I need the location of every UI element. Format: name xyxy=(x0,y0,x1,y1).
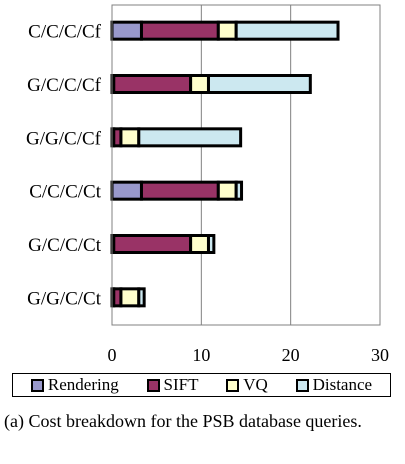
figure-caption: (a) Cost breakdown for the PSB database … xyxy=(4,411,362,431)
category-label: C/C/C/Ct xyxy=(29,182,102,203)
bar-segment-vq xyxy=(216,180,238,201)
category-label: G/C/C/Cf xyxy=(27,75,102,96)
legend-item-distance: Distance xyxy=(295,375,373,395)
bar-segment-vq xyxy=(216,20,238,41)
legend-label: VQ xyxy=(243,375,268,394)
category-labels: C/C/C/Cf G/C/C/Cf G/G/C/Cf C/C/C/Ct G/C/C/Ct… xyxy=(26,22,102,310)
bar-segment-sift xyxy=(112,74,193,94)
bar-segment-rendering xyxy=(110,180,143,201)
bar-segment-vq xyxy=(189,234,210,254)
bar-segment-distance xyxy=(137,287,146,308)
stacked-bar-chart: C/C/C/Cf G/C/C/Cf G/G/C/Cf C/C/C/Ct G/C/C/Ct… xyxy=(26,4,390,365)
bar-segment-vq xyxy=(119,127,141,148)
bar-segment-distance xyxy=(234,20,340,41)
legend-swatch xyxy=(146,378,160,392)
plot-frame xyxy=(111,4,381,326)
bar-segment-rendering xyxy=(110,20,143,41)
bar-segment-sift xyxy=(139,20,220,41)
bar-segment-distance xyxy=(137,127,243,148)
bar-segment-distance xyxy=(234,180,244,201)
legend-item-rendering: Rendering xyxy=(30,375,119,395)
x-tick-label: 30 xyxy=(371,345,389,365)
legend-swatch xyxy=(295,378,309,392)
category-label: G/G/C/Cf xyxy=(26,128,102,149)
chart-legend: Rendering SIFT VQ Distance xyxy=(12,373,391,397)
legend-label: Distance xyxy=(312,375,373,394)
legend-item-sift: SIFT xyxy=(146,375,199,395)
x-tick-labels: 0 10 20 30 xyxy=(108,345,390,365)
legend-swatch xyxy=(30,378,44,392)
legend-label: Rendering xyxy=(47,375,119,394)
legend-item-vq: VQ xyxy=(226,375,268,395)
legend-label: SIFT xyxy=(163,375,199,394)
x-tick-label: 20 xyxy=(282,345,300,365)
bar-segment-distance xyxy=(206,74,312,94)
bar-segment-sift xyxy=(139,180,220,201)
chart-gridlines xyxy=(200,5,292,325)
category-label: G/G/C/Ct xyxy=(27,288,102,309)
x-tick-label: 10 xyxy=(192,345,210,365)
chart-bars xyxy=(110,20,340,308)
bar-segment-vq xyxy=(189,74,210,94)
bar-segment-vq xyxy=(119,287,141,308)
bar-segment-distance xyxy=(206,234,216,254)
bar-segment-sift xyxy=(112,234,193,254)
legend-swatch xyxy=(226,378,240,392)
x-tick-label: 0 xyxy=(108,345,117,365)
category-label: C/C/C/Cf xyxy=(28,22,102,43)
category-label: G/C/C/Ct xyxy=(28,235,102,256)
